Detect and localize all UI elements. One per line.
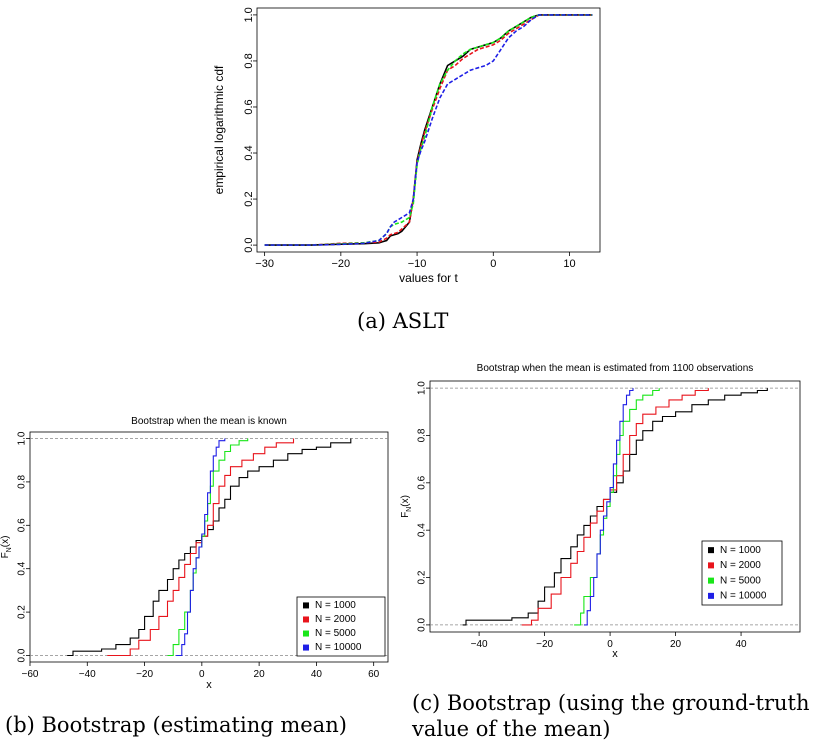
chart-c: −40 −20 0 20 40 0.0 0.2 0.4 0.6 0.8 1.0 x FN(x) Boots… bbox=[400, 363, 801, 660]
x-tick-label: 10 bbox=[563, 258, 575, 270]
plot-frame bbox=[429, 380, 801, 633]
legend-box bbox=[701, 540, 783, 606]
legend-label: N = 1000 bbox=[720, 545, 761, 556]
x-tick-label: −20 bbox=[136, 669, 153, 680]
caption-c-line2: value of the mean) bbox=[412, 717, 611, 741]
legend-label: N = 1000 bbox=[315, 600, 356, 611]
x-axis-label: x bbox=[612, 648, 618, 660]
x-tick-label: −40 bbox=[79, 669, 96, 680]
x-tick-label: −60 bbox=[22, 669, 39, 680]
series-red-line bbox=[264, 14, 593, 246]
x-tick-label: −20 bbox=[332, 258, 351, 270]
legend-label: N = 2000 bbox=[315, 614, 356, 625]
y-tick-label: 0.0 bbox=[417, 618, 428, 632]
x-tick-label: 20 bbox=[254, 669, 266, 680]
y-axis-label: FN(x) bbox=[400, 495, 413, 518]
y-tick-label: 1.0 bbox=[243, 7, 255, 22]
x-tick-label: 0 bbox=[490, 258, 496, 270]
chart-a: −30 −20 −10 0 10 0.0 0.2 0.4 0.6 0.8 1.0 values for… bbox=[212, 7, 601, 285]
y-axis-label: empirical logarithmic cdf bbox=[212, 65, 226, 194]
y-tick-label: 0.4 bbox=[417, 523, 428, 537]
x-tick-label: −10 bbox=[408, 258, 427, 270]
legend-box bbox=[296, 596, 386, 657]
x-tick-label: 60 bbox=[368, 669, 380, 680]
y-tick-label: 0.2 bbox=[17, 605, 28, 619]
y-tick-label: 0.4 bbox=[243, 145, 255, 160]
y-tick-label: 0.6 bbox=[17, 518, 28, 532]
x-tick-label: 40 bbox=[735, 639, 747, 650]
series-green-line bbox=[574, 388, 660, 626]
y-tick-label: 0.6 bbox=[417, 475, 428, 489]
y-tick-label: 0.8 bbox=[243, 53, 255, 68]
y-tick-label: 0.8 bbox=[17, 475, 28, 489]
legend-swatch bbox=[708, 577, 714, 584]
x-tick-label: −30 bbox=[255, 258, 274, 270]
x-tick-label: −20 bbox=[536, 639, 553, 650]
series-blue-line bbox=[583, 388, 634, 626]
x-tick-label: 40 bbox=[311, 669, 323, 680]
caption-b: (b) Bootstrap (estimating mean) bbox=[5, 713, 347, 737]
legend-swatch bbox=[708, 592, 714, 599]
legend-label: N = 5000 bbox=[720, 575, 761, 586]
series-blue-line bbox=[264, 14, 593, 246]
series-black-line bbox=[67, 438, 352, 657]
legend-swatch bbox=[303, 630, 309, 637]
y-tick-label: 1.0 bbox=[17, 431, 28, 445]
caption-a: (a) ASLT bbox=[357, 309, 449, 333]
legend-swatch bbox=[708, 547, 714, 554]
y-tick-label: 1.0 bbox=[417, 381, 428, 395]
legend-label: N = 5000 bbox=[315, 628, 356, 639]
y-tick-label: 0.2 bbox=[243, 191, 255, 206]
x-tick-label: 0 bbox=[607, 639, 613, 650]
x-axis-label: x bbox=[206, 679, 212, 691]
y-tick-label: 0.2 bbox=[417, 570, 428, 584]
x-tick-label: −40 bbox=[471, 639, 488, 650]
legend-swatch bbox=[303, 616, 309, 623]
x-tick-label: 20 bbox=[670, 639, 682, 650]
legend-swatch bbox=[303, 602, 309, 609]
y-tick-label: 0.6 bbox=[243, 99, 255, 114]
legend-swatch bbox=[303, 644, 309, 651]
x-tick-label: 0 bbox=[199, 669, 205, 680]
chart-title: Bootstrap when the mean is known bbox=[131, 416, 287, 427]
series-blue-line bbox=[176, 438, 226, 657]
plot-frame bbox=[29, 431, 389, 663]
legend-label: N = 10000 bbox=[315, 642, 362, 653]
y-tick-label: 0.4 bbox=[17, 561, 28, 575]
legend-label: N = 2000 bbox=[720, 560, 761, 571]
chart-title: Bootstrap when the mean is estimated fro… bbox=[477, 363, 754, 374]
y-tick-label: 0.8 bbox=[417, 428, 428, 442]
x-axis-label: values for t bbox=[399, 271, 458, 285]
y-axis-label: FN(x) bbox=[0, 536, 13, 559]
y-tick-label: 0.0 bbox=[243, 237, 255, 252]
plot-frame bbox=[256, 7, 601, 253]
legend-label: N = 10000 bbox=[720, 590, 767, 601]
series-green-line bbox=[167, 438, 249, 657]
series-red-line bbox=[521, 388, 709, 626]
legend-swatch bbox=[708, 562, 714, 569]
chart-b: −60 −40 −20 0 20 40 60 0.0 0.2 0.4 0.6 0.8 1.0 x FN(x)… bbox=[0, 416, 389, 691]
y-tick-label: 0.0 bbox=[17, 648, 28, 662]
caption-c-line1: (c) Bootstrap (using the ground-truth bbox=[412, 691, 810, 715]
